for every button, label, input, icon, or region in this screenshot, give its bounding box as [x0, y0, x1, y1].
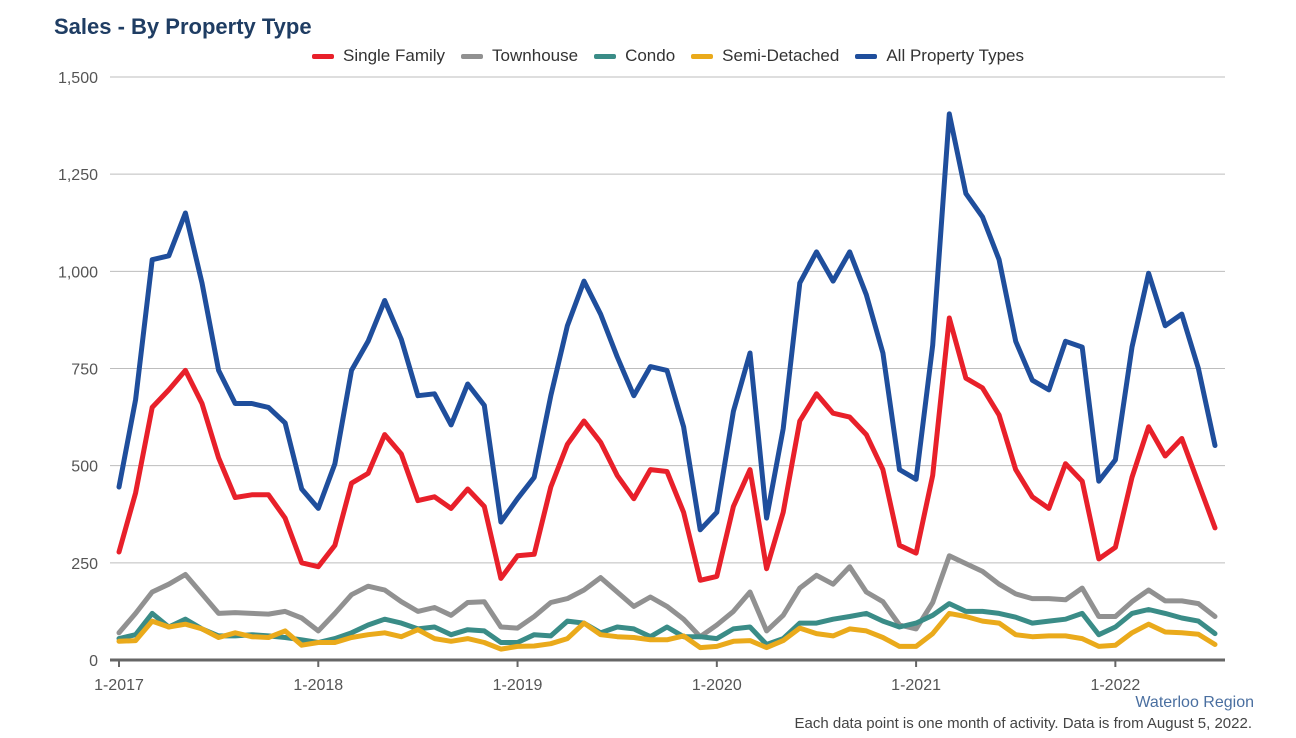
chart-title: Sales - By Property Type: [54, 14, 312, 39]
x-tick-label: 1-2018: [293, 677, 343, 694]
source-label: Waterloo Region: [1135, 694, 1254, 711]
x-axis: 1-2017 1-2018 1-2019 1-2020 1-2021 1-2022: [94, 658, 1225, 694]
legend-swatch: [594, 53, 617, 59]
series-lines: [116, 111, 1218, 652]
x-tick-label: 1-2020: [692, 677, 742, 694]
legend-label: All Property Types: [886, 46, 1024, 65]
legend: Single Family Townhouse Condo Semi-Detached…: [0, 46, 1296, 66]
legend-swatch: [312, 53, 334, 59]
y-tick-label: 1,000: [58, 264, 98, 281]
legend-swatch: [461, 53, 484, 59]
legend-label: Semi-Detached: [722, 46, 840, 65]
legend-item-townhouse[interactable]: Townhouse: [461, 46, 578, 66]
series-line-condo: [116, 601, 1218, 647]
footnote: Each data point is one month of activity…: [794, 715, 1252, 732]
x-tick-label: 1-2021: [891, 677, 941, 694]
legend-swatch: [855, 53, 878, 59]
legend-item-semi-detached[interactable]: Semi-Detached: [691, 46, 839, 66]
series-line-semi-detached: [116, 610, 1218, 652]
legend-items: Single Family Townhouse Condo Semi-Detached…: [312, 46, 1024, 66]
y-tick-label: 1,500: [58, 70, 98, 87]
x-tick-label: 1-2019: [493, 677, 543, 694]
y-tick-label: 250: [71, 556, 98, 573]
legend-label: Single Family: [343, 46, 446, 65]
series-line-townhouse: [116, 553, 1218, 640]
y-tick-label: 500: [71, 459, 98, 476]
legend-item-single-family[interactable]: Single Family: [312, 46, 445, 66]
legend-item-all-property-types[interactable]: All Property Types: [855, 46, 1024, 66]
y-tick-label: 750: [71, 362, 98, 379]
x-tick-label: 1-2017: [94, 677, 144, 694]
legend-label: Townhouse: [492, 46, 579, 65]
series-line-all-property-types: [116, 111, 1218, 533]
x-tick-label: 1-2022: [1090, 677, 1140, 694]
legend-item-condo[interactable]: Condo: [594, 46, 675, 66]
series-line-single-family: [116, 315, 1218, 583]
legend-label: Condo: [625, 46, 676, 65]
y-tick-label: 0: [89, 653, 98, 670]
legend-swatch: [691, 53, 714, 59]
y-tick-label: 1,250: [58, 167, 98, 184]
y-axis-ticks: 0 250 500 750 1,000 1,250 1,500: [58, 70, 98, 670]
